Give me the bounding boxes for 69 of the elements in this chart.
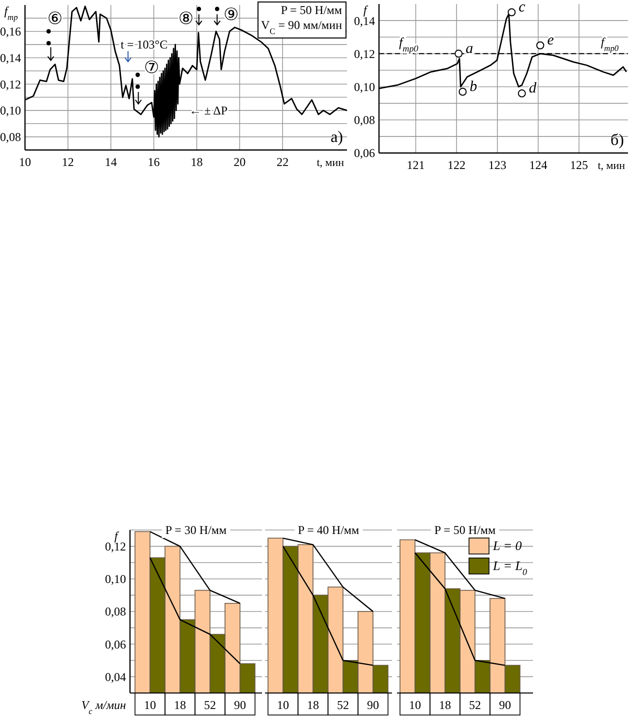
annotation: b (470, 78, 478, 95)
x-axis-title: V$_{c}$ м/мин (81, 698, 126, 716)
y-tick-label: 0,08 (105, 604, 126, 619)
point (518, 89, 526, 98)
x-tick-label: 52 (204, 698, 216, 712)
annotation: а) (330, 129, 343, 146)
chart-title: P = 50 Н/мм (434, 523, 496, 537)
annotation: ⑧ (178, 9, 194, 30)
annotation: V$_{C}$ = 90 мм/мин (261, 18, 343, 36)
point (458, 88, 467, 96)
annotation: f$_{тр0}$ (600, 34, 620, 52)
x-tick-label: 16 (148, 155, 160, 169)
annotation: ⑦ (144, 58, 160, 78)
x-tick-label: 10 (144, 698, 156, 712)
annotation: t = 103°C (120, 38, 168, 52)
x-tick-label: 90 (234, 698, 246, 712)
x-axis-title: t, мин (316, 157, 344, 169)
x-axis-title: t, мин (598, 160, 626, 172)
x-tick-label: 22 (276, 155, 289, 169)
x-tick-label: 123 (488, 158, 506, 172)
y-tick-label: 0,06 (105, 637, 126, 652)
point (454, 50, 463, 58)
y-tick-label: 0,12 (0, 77, 21, 92)
chart-title: P = 30 Н/мм (165, 523, 227, 537)
annotation: б) (610, 132, 624, 149)
y-tick-label: 0,06 (354, 146, 375, 160)
annotation: c (518, 0, 526, 16)
x-tick-label: 52 (469, 698, 481, 712)
x-tick-label: 10 (409, 698, 421, 712)
y-tick-label: 0,04 (105, 670, 126, 684)
annotation: ⑨ (223, 5, 239, 26)
point (536, 41, 544, 50)
ref-line-label: f$_{тр0}$ (399, 34, 419, 54)
x-tick-label: 90 (499, 698, 511, 712)
x-tick-label: 124 (529, 158, 548, 172)
x-tick-label: 122 (448, 158, 466, 172)
y-tick-label: 0,10 (0, 104, 21, 118)
y-tick-label: 0,08 (354, 113, 375, 128)
y-axis-title: f$_{тр}$ (4, 4, 18, 22)
y-tick-label: 0,08 (0, 130, 21, 144)
x-tick-label: 18 (190, 155, 203, 169)
annotation: a (466, 40, 474, 57)
x-tick-label: 12 (62, 155, 74, 169)
y-tick-label: 0,12 (354, 46, 375, 61)
legend-label: L = 0 (492, 538, 522, 553)
annotation: e (547, 32, 554, 49)
x-tick-label: 52 (337, 698, 349, 712)
annotation: ← ± ΔP (189, 104, 228, 118)
chart-title: P = 40 Н/мм (298, 523, 360, 537)
x-tick-label: 18 (439, 698, 451, 712)
annotation: P = 50 Н/мм (280, 3, 342, 17)
x-tick-label: 20 (234, 155, 246, 169)
y-tick-label: 0,14 (0, 50, 21, 65)
y-tick-label: 0,10 (354, 80, 375, 94)
x-tick-label: 10 (19, 155, 31, 169)
point (508, 8, 516, 16)
legend-label: L = L$_{0}$ (492, 558, 528, 577)
y-tick-label: 0,10 (105, 572, 126, 586)
x-tick-label: 18 (174, 698, 186, 712)
x-tick-label: 90 (367, 698, 379, 712)
x-tick-label: 121 (406, 158, 425, 172)
x-tick-label: 125 (570, 158, 588, 172)
x-tick-label: 14 (104, 155, 117, 169)
y-tick-label: 0,16 (0, 24, 21, 39)
x-tick-label: 10 (277, 698, 289, 712)
annotation: d (528, 80, 537, 97)
annotation: ⑥ (47, 9, 63, 30)
line-series (149, 557, 241, 664)
x-tick-label: 18 (307, 698, 319, 712)
